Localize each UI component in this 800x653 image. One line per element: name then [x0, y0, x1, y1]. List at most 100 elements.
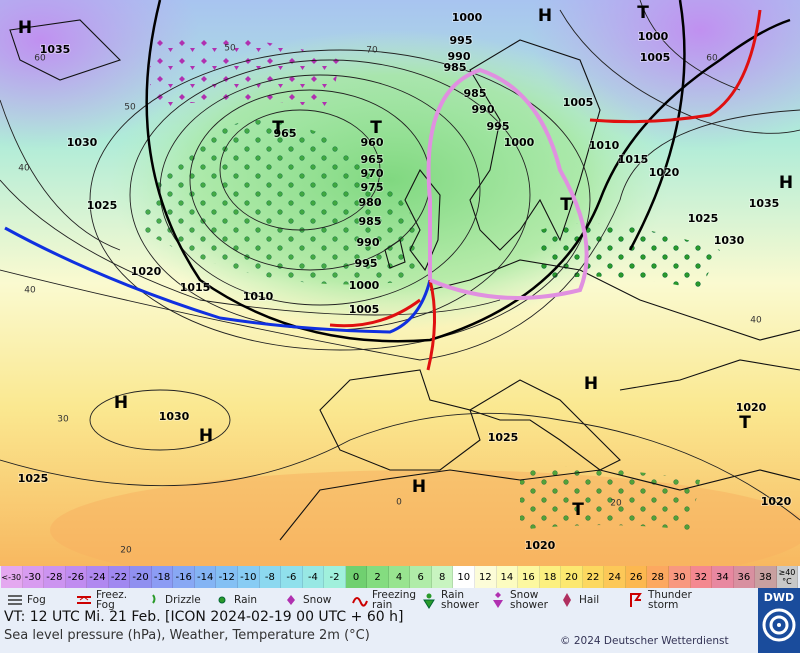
- legend-icon: [563, 593, 571, 607]
- scale-cell: 12: [475, 566, 497, 588]
- scale-cell: -6: [281, 566, 303, 588]
- isobar-label: 1010: [589, 139, 620, 152]
- scale-cell: -12: [216, 566, 239, 588]
- temperature-label: 60: [34, 54, 46, 64]
- pressure-center: T: [560, 195, 572, 215]
- fronts: [4, 9, 762, 371]
- logo: DWD: [758, 588, 800, 653]
- isobar-label: 985: [464, 87, 487, 100]
- temperature-scale: <-30 -30 -28 -26 -24 -22 -20 -18 -16 -14 -12 -10 -8-…: [1, 566, 799, 588]
- scale-cell: 18: [539, 566, 562, 588]
- pressure-center: H: [584, 374, 598, 394]
- temperature-label: 70: [366, 46, 378, 56]
- legend-label: Fog: [27, 594, 46, 606]
- scale-cell: -4: [302, 566, 325, 588]
- isobar-label: 1030: [67, 136, 98, 149]
- isobar-label: 995: [487, 120, 510, 133]
- pressure-center: H: [538, 6, 552, 26]
- isobar-label: 1035: [40, 43, 71, 56]
- scale-cell: 16: [518, 566, 540, 588]
- scale-cell: 34: [712, 566, 734, 588]
- scale-cell: 28: [647, 566, 669, 588]
- scale-cell: -2: [324, 566, 346, 588]
- isobar-label: 1010: [243, 290, 274, 303]
- scale-cell: -10: [238, 566, 260, 588]
- isobar-label: 1000: [638, 30, 669, 43]
- isobar-label: 1015: [180, 281, 211, 294]
- legend-icon: [493, 592, 503, 608]
- scale-cell: -24: [87, 566, 109, 588]
- isobar-label: 1025: [688, 212, 719, 225]
- isobar-label: 1020: [736, 401, 767, 414]
- cold-area: [530, 0, 800, 150]
- isobar-label: 1030: [159, 410, 190, 423]
- legend-label: Hail: [579, 594, 600, 606]
- isobar-label: 1005: [563, 96, 594, 109]
- isobar-label: 1005: [640, 51, 671, 64]
- scale-cell: 20: [561, 566, 583, 588]
- scale-cell: 38: [755, 566, 777, 588]
- legend-icon: [423, 593, 435, 609]
- legend-item: Hail: [552, 588, 621, 612]
- snow-area: [150, 37, 340, 110]
- scale-cell: 10: [453, 566, 476, 588]
- isobar-label: 975: [361, 181, 384, 194]
- legend-item: Freez. Fog: [69, 588, 138, 612]
- legend-label: Snow: [303, 594, 332, 606]
- isobar-label: 990: [357, 236, 380, 249]
- scale-cell: -16: [173, 566, 195, 588]
- scale-cell: -8: [259, 566, 282, 588]
- isobar-label: 985: [359, 215, 382, 228]
- scale-cell: -20: [130, 566, 152, 588]
- pressure-center: H: [779, 173, 793, 193]
- legend-label: Drizzle: [165, 594, 201, 606]
- scale-cell: 36: [733, 566, 756, 588]
- pressure-center: H: [412, 477, 426, 497]
- legend-item: Thunder storm: [621, 588, 692, 612]
- isobar-label: 995: [450, 34, 473, 47]
- isobar-label: 1025: [18, 472, 49, 485]
- temperature-label: 60: [706, 54, 718, 64]
- isobar-label: 1035: [749, 197, 780, 210]
- pressure-center: H: [199, 426, 213, 446]
- isobar-label: 960: [361, 136, 384, 149]
- scale-cell: -18: [151, 566, 174, 588]
- legend-item: Freezing rain: [345, 588, 417, 612]
- isobar-label: 1020: [525, 539, 556, 552]
- isobar-label: 1020: [131, 265, 162, 278]
- isobar-label: 970: [361, 167, 384, 180]
- legend-item: Rain shower: [414, 588, 483, 612]
- scale-cell: -30: [22, 566, 45, 588]
- rain-area: [520, 466, 700, 530]
- legend-item: Fog: [0, 588, 69, 612]
- isobar-label: 965: [274, 127, 297, 140]
- legend-label: Freezing rain: [372, 589, 417, 611]
- pressure-center: T: [572, 500, 584, 520]
- scale-cell: 4: [388, 566, 411, 588]
- scale-cell: <-30: [1, 566, 23, 588]
- scale-cell: -22: [108, 566, 131, 588]
- scale-cell: 8: [431, 566, 454, 588]
- scale-cell: ≥40 °C: [776, 566, 799, 588]
- legend-icon: [152, 594, 156, 604]
- main-isobars: [145, 0, 791, 343]
- pressure-center: T: [272, 118, 284, 138]
- legend-icon: [630, 593, 642, 607]
- scale-cell: 0: [345, 566, 368, 588]
- legend-label: Thunder storm: [648, 589, 692, 611]
- temperature-label: 40: [18, 164, 30, 174]
- isobar-label: 1000: [504, 136, 535, 149]
- legend-icon: [8, 595, 22, 605]
- isobar-label: 1005: [349, 303, 380, 316]
- isobar-label: 990: [472, 103, 495, 116]
- isobar-label: 1020: [649, 166, 680, 179]
- scale-cell: -28: [44, 566, 66, 588]
- scale-cell: 30: [668, 566, 691, 588]
- map-description: Sea level pressure (hPa), Weather, Tempe…: [4, 628, 370, 643]
- temperature-label: 40: [24, 286, 36, 296]
- isobar-label: 1000: [349, 279, 380, 292]
- temperature-label: 30: [57, 415, 69, 425]
- legend-icon: [287, 595, 295, 605]
- scale-cell: 2: [367, 566, 389, 588]
